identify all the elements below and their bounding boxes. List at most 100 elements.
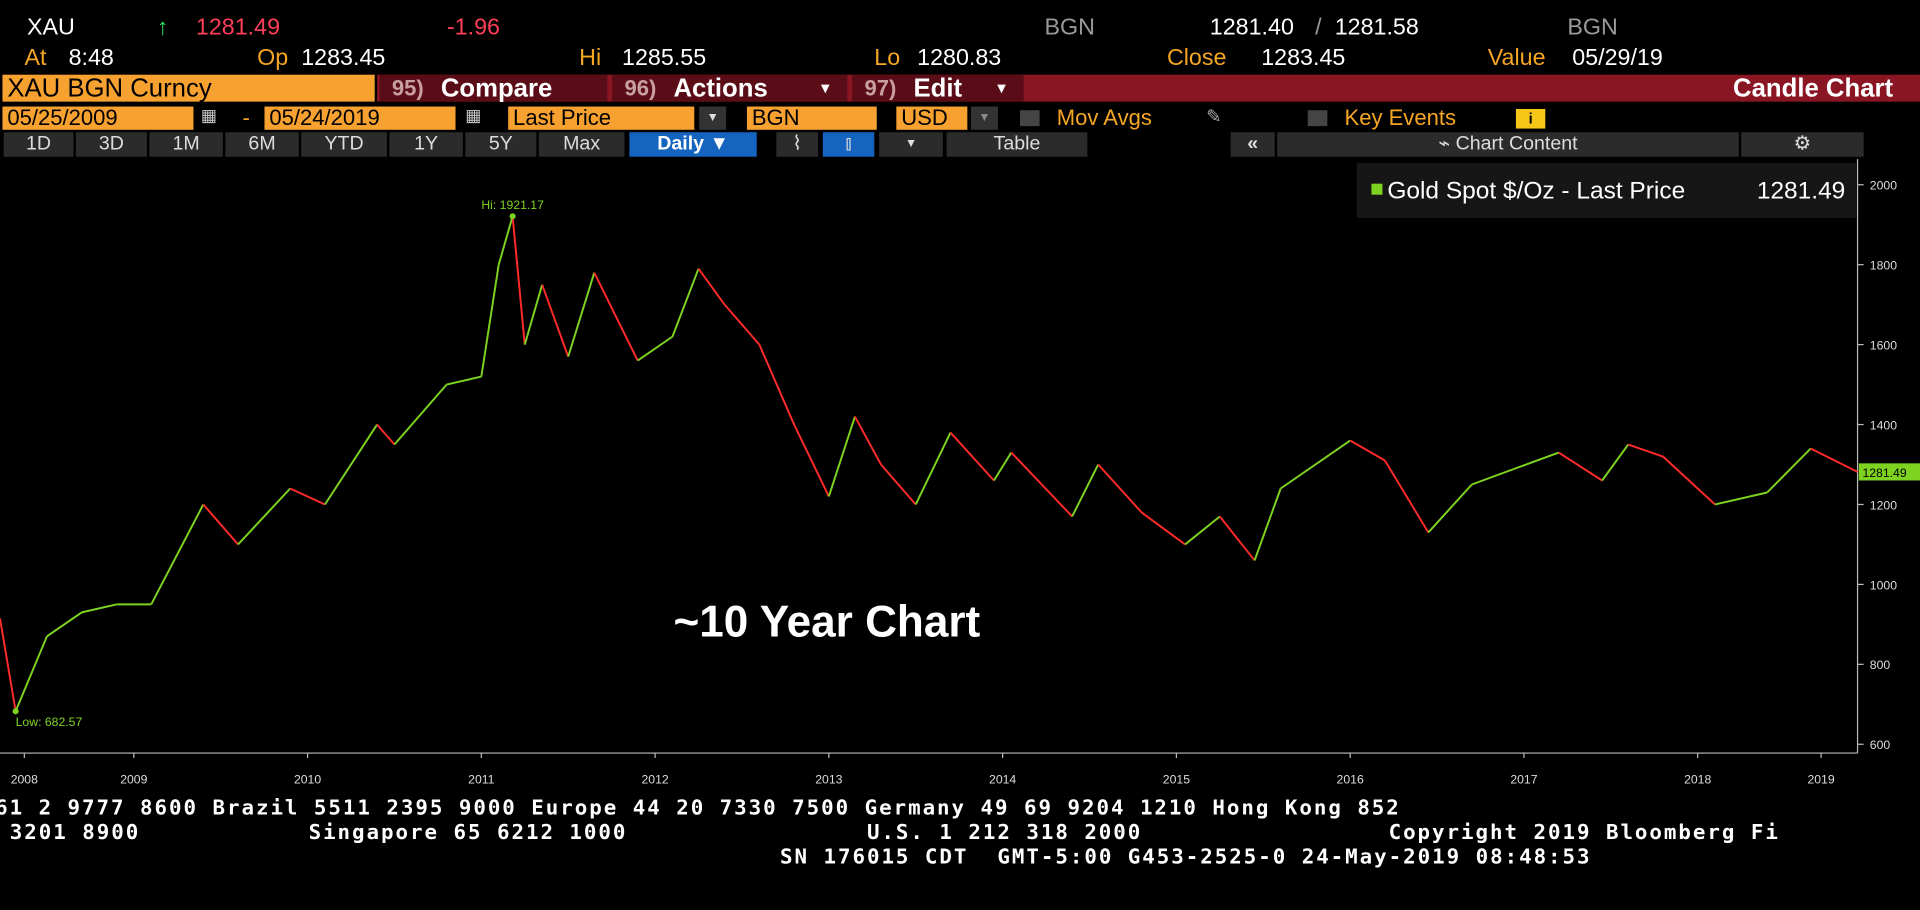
footer-line: SN 176015 CDT GMT-5:00 G453-2525-0 24-Ma… [780, 844, 1592, 870]
range-tab[interactable]: 3D [75, 132, 147, 157]
date-dash: - [242, 105, 250, 130]
range-tab[interactable]: 1Y [389, 132, 463, 157]
field-select[interactable]: Last Price [508, 106, 695, 130]
y-tick-label: 2000 [1870, 179, 1897, 193]
stat-value: 1285.55 [622, 45, 707, 72]
source: BGN [1044, 14, 1095, 41]
footer-line: 3201 8900 [9, 820, 141, 845]
price-segment [567, 272, 596, 357]
dropdown[interactable]: ▼ [699, 106, 727, 130]
bid: 1281.40 [1209, 14, 1294, 41]
x-tick-label: 2019 [1807, 773, 1834, 787]
price-segment [511, 216, 526, 345]
range-tab[interactable]: 1M [149, 132, 223, 157]
range-tab[interactable]: 5Y [465, 132, 537, 157]
checkbox[interactable] [1307, 110, 1328, 127]
range-tab[interactable]: YTD [301, 132, 387, 157]
range-tab[interactable]: 1D [3, 132, 74, 157]
last-price-tag-label: 1281.49 [1862, 466, 1906, 480]
stat-label: Value [1487, 45, 1546, 72]
stat-label: Op [257, 45, 289, 72]
x-tick-label: 2012 [641, 773, 668, 787]
button-number: 95) [391, 75, 424, 101]
x-tick-label: 2014 [989, 773, 1016, 787]
period-select[interactable]: Daily ▼ [629, 132, 757, 157]
period: Daily [657, 133, 705, 155]
price-segment [593, 272, 639, 362]
x-tick-label: 2010 [294, 773, 321, 787]
dropdown[interactable]: ▼ [879, 132, 943, 157]
end-date[interactable]: 05/24/2019 [264, 106, 456, 130]
button-number: 96) [624, 75, 657, 101]
compare-button[interactable] [379, 74, 608, 102]
overlay-title: ~10 Year Chart [673, 598, 980, 647]
last-price: 1281.49 [195, 14, 281, 41]
edit-button[interactable] [852, 74, 1024, 102]
button-number: 97) [864, 75, 897, 101]
stat-label: Close [1166, 45, 1227, 72]
dropdown-arrow: ▼ [817, 79, 833, 97]
y-tick-label: 1200 [1870, 498, 1897, 512]
stat-label: Hi [579, 45, 602, 72]
price-segment [1219, 515, 1256, 562]
currency-select[interactable]: USD [896, 106, 968, 130]
calendar-icon[interactable]: ▦ [465, 105, 482, 125]
y-tick-label: 1800 [1870, 259, 1897, 273]
ticker-box[interactable] [2, 74, 375, 102]
price-segment [880, 463, 917, 506]
price-segment [1627, 443, 1664, 458]
info-icon[interactable]: i [1515, 108, 1546, 129]
chart-content-button[interactable]: ⌁ Chart Content [1277, 132, 1739, 157]
dropdown[interactable]: ▼ [971, 106, 998, 130]
range-tab[interactable]: 6M [225, 132, 299, 157]
price-segment [1427, 483, 1473, 534]
footer-line: Copyright 2019 Bloomberg Fi [1388, 820, 1780, 845]
price-segment [393, 383, 448, 446]
price-segment [637, 335, 674, 362]
stat-value: 8:48 [68, 45, 114, 72]
price-segment [993, 452, 1013, 482]
range-tab[interactable]: Max [538, 132, 625, 157]
price-segment [827, 416, 856, 497]
stat-value: 1280.83 [917, 45, 1002, 72]
high-marker [509, 213, 516, 220]
actions-button[interactable] [612, 74, 848, 102]
x-tick-label: 2017 [1510, 773, 1537, 787]
price-segment [1810, 447, 1858, 473]
chart: ~10 Year Chart 600 800 1000 1200 1400 1600 180… [0, 159, 1920, 787]
x-tick-label: 2008 [11, 773, 38, 787]
low-marker [12, 708, 19, 715]
price-segment [81, 603, 117, 614]
key-events[interactable]: Key Events [1344, 105, 1456, 130]
price-segment [1714, 491, 1768, 506]
price-segment [949, 431, 995, 482]
table-button[interactable]: Table [946, 132, 1088, 157]
price-segment [1184, 515, 1221, 546]
line-icon[interactable]: ⌇ [776, 132, 818, 157]
footer-line: 61 2 9777 8600 Brazil 5511 2395 9000 Eur… [0, 795, 1401, 821]
button-label[interactable]: Compare [440, 74, 553, 103]
edit-icon[interactable]: ✎ [1206, 106, 1222, 128]
source-select[interactable]: BGN [746, 106, 877, 130]
price-segment [1253, 488, 1282, 561]
y-tick-label: 800 [1870, 658, 1891, 672]
button-label[interactable]: Actions [673, 74, 768, 103]
stat-label: Lo [874, 45, 901, 72]
candle-icon[interactable]: ⫾ [822, 132, 875, 157]
y-tick-label: 1000 [1870, 578, 1897, 592]
checkbox[interactable] [1020, 110, 1040, 127]
price-segment [1471, 467, 1516, 486]
change: -1.96 [446, 14, 500, 41]
ask: 1281.58 [1334, 14, 1419, 41]
button-label[interactable]: Edit [913, 74, 963, 103]
price-segment [14, 635, 48, 712]
collapse-button[interactable]: « [1230, 132, 1275, 157]
settings-button[interactable]: ⚙ [1741, 132, 1864, 157]
price-segment [1384, 460, 1430, 533]
mov-avgs[interactable]: Mov Avgs [1056, 105, 1152, 130]
legend-value: 1281.49 [1757, 177, 1845, 204]
calendar-icon[interactable]: ▦ [200, 105, 218, 125]
start-date[interactable]: 05/25/2009 [2, 106, 194, 130]
